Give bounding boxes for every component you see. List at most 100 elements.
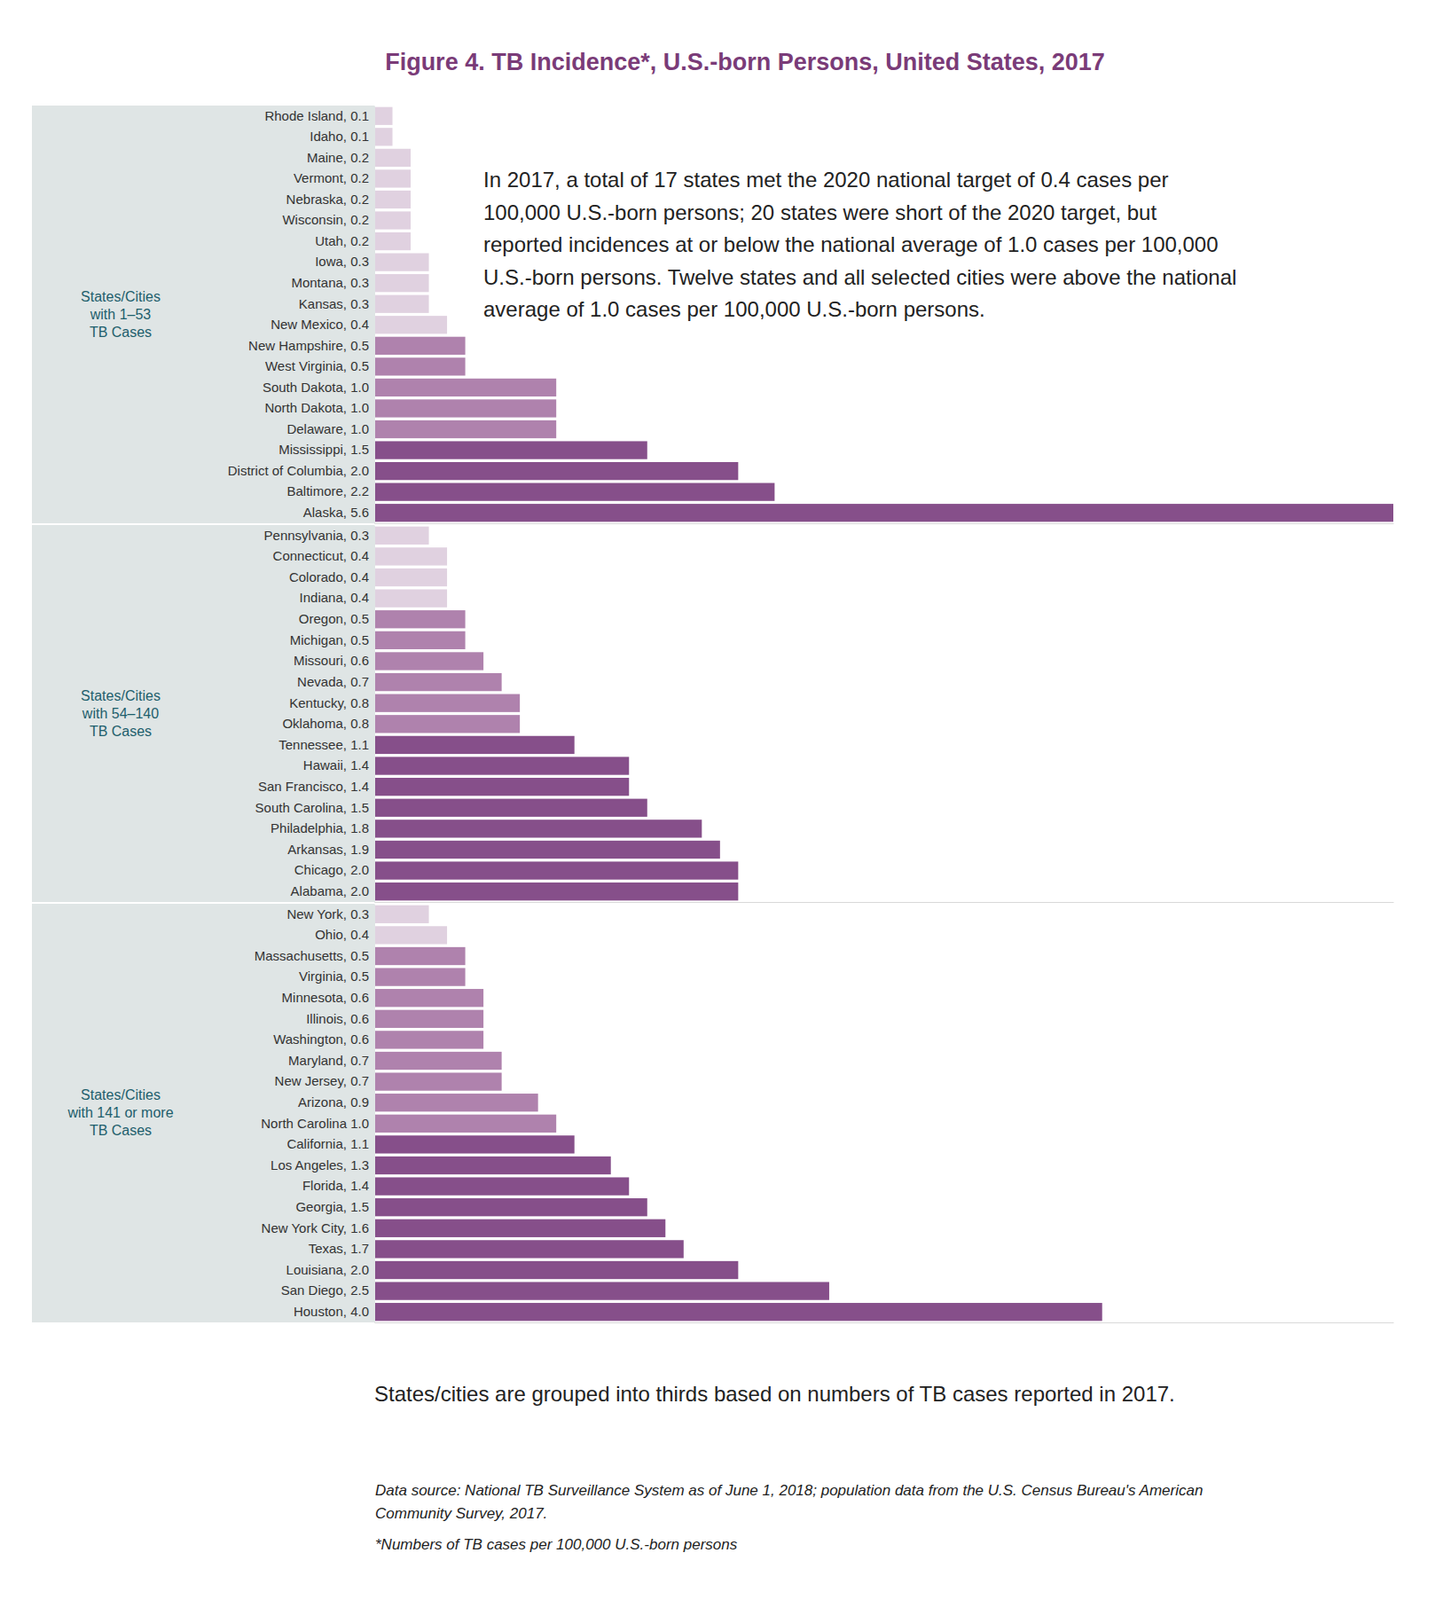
bar: [374, 714, 520, 733]
note: States/cities are grouped into thirds ba…: [374, 1381, 1176, 1406]
bar: [374, 1093, 539, 1112]
y-tick: Massachusetts, 0.5: [254, 948, 375, 964]
y-tick: Philadelphia, 1.8: [270, 820, 375, 836]
bar: [374, 232, 411, 251]
category-label: North Carolina 1.0: [260, 1115, 369, 1131]
bar: [374, 526, 430, 545]
category-label: Oregon, 0.5: [298, 611, 369, 627]
y-tick: Houston, 4.0: [293, 1303, 375, 1319]
bar: [374, 1281, 830, 1300]
bar: [374, 1156, 612, 1175]
y-tick: Oklahoma, 0.8: [282, 715, 375, 731]
bar: [374, 357, 466, 376]
title: Figure 4. TB Incidence*, U.S.-born Perso…: [384, 48, 1106, 76]
y-tick: Connecticut, 0.4: [273, 548, 375, 564]
y-tick: Indiana, 0.4: [299, 589, 375, 605]
y-tick: Missouri, 0.6: [293, 652, 375, 668]
annotation-line: 100,000 U.S.-born persons; 20 states wer…: [483, 200, 1157, 225]
bar: [374, 1176, 629, 1195]
category-label: Vermont, 0.2: [293, 170, 369, 186]
source: Data source: National TB Surveillance Sy…: [375, 1482, 1203, 1522]
category-label: Georgia, 1.5: [295, 1199, 369, 1215]
bar: [374, 462, 738, 480]
y-tick: Baltimore, 2.2: [286, 483, 375, 499]
category-label: Arkansas, 1.9: [287, 841, 369, 857]
category-label: Philadelphia, 1.8: [270, 820, 369, 836]
category-label: Hawaii, 1.4: [303, 757, 369, 773]
bar: [374, 756, 629, 775]
category-label: Maine, 0.2: [306, 149, 369, 165]
bar: [374, 315, 447, 334]
y-tick: Tennessee, 1.1: [278, 737, 375, 753]
group-panel: [31, 525, 375, 902]
y-tick: New York City, 1.6: [261, 1220, 375, 1236]
y-axis-line: [374, 106, 376, 525]
annotation-line: In 2017, a total of 17 states met the 20…: [483, 167, 1169, 192]
y-tick: Michigan, 0.5: [290, 632, 375, 648]
y-tick: Ohio, 0.4: [314, 926, 375, 942]
y-tick: Oregon, 0.5: [298, 611, 375, 627]
y-tick: San Francisco, 1.4: [258, 778, 375, 794]
y-tick: Texas, 1.7: [308, 1240, 375, 1256]
y-tick: New Hampshire, 0.5: [248, 337, 375, 353]
bar: [374, 651, 484, 670]
category-label: Colorado, 0.4: [289, 569, 369, 585]
bar: [374, 988, 484, 1007]
bar: [374, 1239, 684, 1258]
bar: [374, 882, 738, 901]
y-tick: South Carolina, 1.5: [255, 799, 375, 816]
group-label-line: States/Cities: [80, 688, 161, 704]
group-label-line: TB Cases: [89, 324, 152, 340]
bar: [374, 337, 466, 355]
category-label: Minnesota, 0.6: [282, 989, 369, 1005]
category-label: Texas, 1.7: [308, 1240, 369, 1256]
category-label: Chicago, 2.0: [294, 862, 369, 878]
bar: [374, 610, 466, 628]
bar: [374, 211, 411, 229]
y-tick: Utah, 0.2: [314, 233, 375, 249]
bar: [374, 819, 702, 838]
bar: [374, 799, 648, 817]
category-label: Indiana, 0.4: [299, 589, 369, 605]
y-tick: Pennsylvania, 0.3: [264, 527, 375, 543]
y-tick: New Jersey, 0.7: [274, 1073, 375, 1089]
y-tick: Rhode Island, 0.1: [264, 108, 375, 124]
bar: [374, 568, 447, 587]
category-label: Oklahoma, 0.8: [282, 715, 369, 731]
bar: [374, 1219, 666, 1238]
bar: [374, 148, 411, 167]
y-tick: New York, 0.3: [286, 906, 375, 922]
x-axis: [375, 1322, 1395, 1324]
bar: [374, 547, 447, 565]
bar: [374, 190, 411, 209]
y-tick: Chicago, 2.0: [294, 862, 375, 878]
group-label-line: with 54–140: [81, 705, 159, 722]
group-panel: [31, 105, 375, 524]
y-tick: Los Angeles, 1.3: [270, 1157, 375, 1173]
category-label: San Diego, 2.5: [281, 1282, 369, 1298]
category-label: Delaware, 1.0: [286, 421, 369, 437]
category-label: Baltimore, 2.2: [286, 483, 369, 499]
bar-group-2: States/Citieswith 141 or moreTB Cases New…: [31, 903, 1395, 1324]
group-label: States/Citieswith 141 or moreTB Cases: [66, 1087, 173, 1138]
category-label: Alabama, 2.0: [290, 883, 369, 899]
y-tick: Nebraska, 0.2: [286, 191, 375, 207]
y-tick: Hawaii, 1.4: [303, 757, 375, 773]
y-tick: Kentucky, 0.8: [289, 694, 375, 710]
bar: [374, 127, 393, 146]
y-tick: San Diego, 2.5: [281, 1282, 375, 1298]
y-tick: Nevada, 0.7: [297, 674, 375, 690]
category-label: Houston, 4.0: [293, 1303, 369, 1319]
bar: [374, 483, 775, 502]
category-label: New York City, 1.6: [261, 1220, 369, 1236]
bar: [374, 905, 430, 924]
category-label: Mississippi, 1.5: [278, 441, 369, 457]
category-label: Michigan, 0.5: [290, 632, 369, 648]
y-tick: Georgia, 1.5: [295, 1199, 375, 1215]
y-tick: New Mexico, 0.4: [270, 316, 375, 332]
category-label: New Mexico, 0.4: [270, 316, 369, 332]
category-label: Washington, 0.6: [273, 1031, 369, 1047]
bar: [374, 1135, 575, 1153]
x-axis-line: [375, 523, 1395, 525]
y-tick: Wisconsin, 0.2: [282, 211, 375, 228]
